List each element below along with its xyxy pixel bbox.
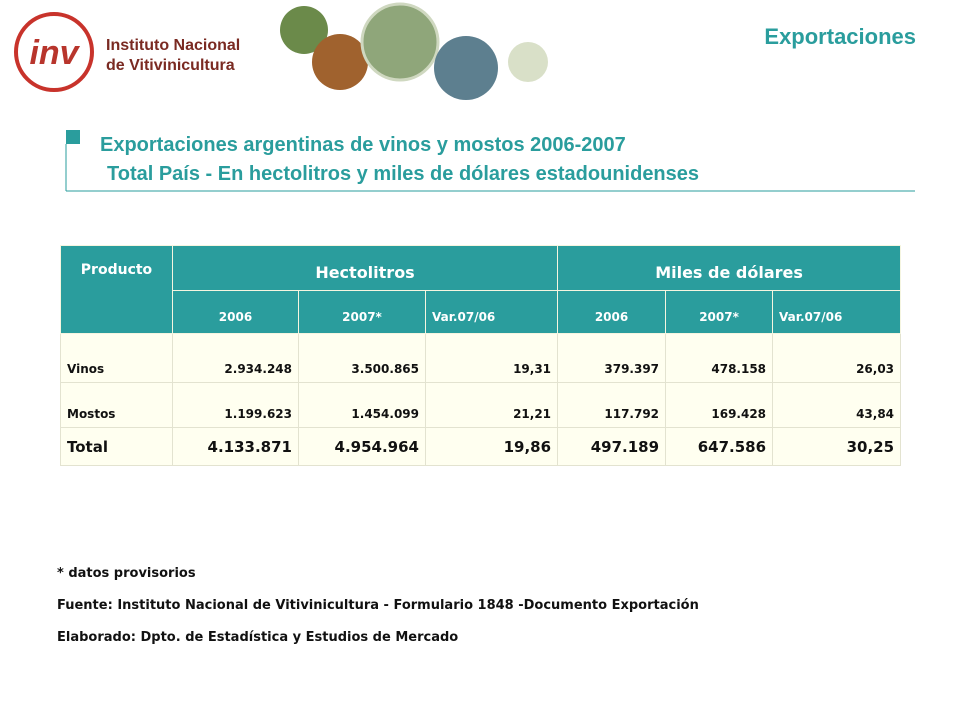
total-row: Total 4.133.871 4.954.964 19,86 497.189 647.5… (60, 427, 902, 466)
logo-ring (14, 12, 94, 92)
cell: 21,21 (424, 382, 559, 428)
cell: 1.199.623 (172, 382, 299, 428)
cell: 3.500.865 (298, 333, 426, 383)
header-cell: 2007* (298, 290, 426, 334)
cell: Vinos (60, 333, 173, 383)
photo (434, 36, 498, 100)
cell: 647.586 (665, 427, 774, 466)
cell: 1.454.099 (298, 382, 426, 428)
cell: 4.133.871 (172, 427, 299, 466)
bullet (66, 130, 80, 144)
cell: 117.792 (557, 382, 667, 428)
header-cell: Var.07/06 (772, 290, 902, 334)
section-title: Exportaciones (764, 24, 916, 49)
header-row: Producto Hectolitros Miles de dólares (60, 245, 902, 334)
photo (360, 2, 440, 82)
cell: 43,84 (772, 382, 902, 428)
cell: 4.954.964 (298, 427, 426, 466)
header-cell: Hectolitros (171, 245, 559, 291)
header-cell: Producto (60, 245, 173, 334)
header-cell: Var.07/06 (424, 290, 559, 334)
header-cell: 2007* (665, 290, 774, 334)
header-cell: Miles de dólares (557, 245, 902, 291)
cell: 478.158 (665, 333, 774, 383)
cell: Mostos (60, 382, 173, 428)
cell: 19,86 (424, 427, 559, 466)
note: Elaborado: Dpto. de Estadística y Estudi… (57, 630, 459, 645)
cell: Total (60, 427, 173, 466)
cell: 19,31 (424, 333, 559, 383)
cell: 30,25 (772, 427, 902, 466)
header-row: 2006 2007* Var.07/06 2006 2007* Var.07/06 (61, 290, 902, 334)
note: Fuente: Instituto Nacional de Vitivinicu… (57, 598, 699, 613)
header-cell: 2006 (557, 290, 667, 334)
header-cell: 2006 (172, 290, 299, 334)
cell: 169.428 (665, 382, 774, 428)
data-row: Mostos 1.199.623 1.454.099 21,21 117.792 169.… (60, 382, 902, 428)
logo-text: de Vitivinicultura (106, 57, 235, 74)
data-row: Vinos 2.934.248 3.500.865 19,31 379.397 478.1… (60, 333, 902, 383)
table: Producto Hectolitros Miles de dólares 2006 2… (60, 245, 902, 466)
photo (280, 6, 328, 54)
header-art: inv Instituto Nacional de Vitivinicultur… (14, 2, 915, 192)
cell: 497.189 (557, 427, 667, 466)
title: Exportaciones argentinas de vinos y most… (100, 134, 626, 156)
cell: 26,03 (772, 333, 902, 383)
photo (508, 42, 548, 82)
cell: 2.934.248 (172, 333, 299, 383)
note: * datos provisorios (57, 566, 196, 581)
logo-mark: inv (29, 34, 80, 72)
photo (312, 34, 368, 90)
subtitle: Total País - En hectolitros y miles de d… (107, 163, 700, 185)
logo-text: Instituto Nacional (106, 37, 240, 54)
cell: 379.397 (557, 333, 667, 383)
